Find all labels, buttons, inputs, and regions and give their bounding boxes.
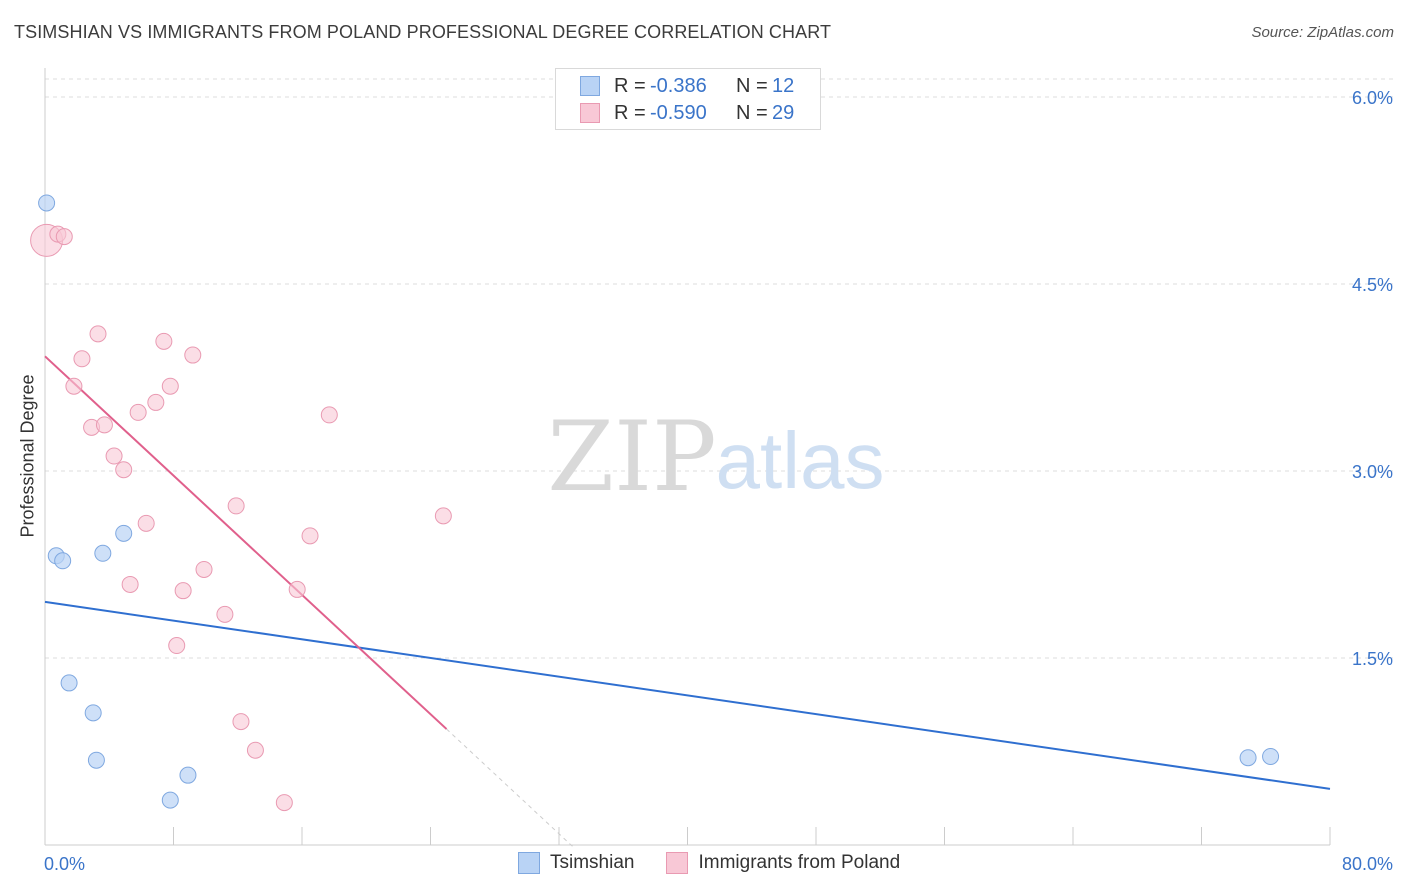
legend-swatch-pink [666, 852, 689, 874]
x-ticks [44, 827, 1331, 845]
legend-swatch-pink [580, 103, 600, 123]
point-tsimshian [1262, 747, 1280, 765]
legend-label-tsimshian: Tsimshian [550, 852, 635, 873]
point-poland [155, 332, 173, 350]
point-poland [89, 325, 107, 343]
y-tick-label: 6.0% [1352, 88, 1393, 108]
x-tick-labels: 0.0% 80.0% [44, 854, 1393, 874]
legend-n-label: N = [736, 101, 768, 124]
watermark: ZIP atlas [547, 401, 884, 513]
series-legend: Tsimshian Immigrants from Poland [518, 852, 932, 874]
y-tick-label: 4.5% [1352, 275, 1393, 295]
trend-lines [44, 355, 1331, 850]
point-poland [227, 497, 245, 515]
legend-n-value: 29 [772, 101, 795, 124]
point-tsimshian [38, 194, 56, 212]
x-tick-label: 0.0% [44, 854, 85, 874]
data-points [30, 194, 1280, 812]
legend-item-poland[interactable]: Immigrants from Poland [666, 852, 900, 874]
trend-extension-poland [446, 728, 576, 850]
legend-swatch-blue [580, 76, 600, 96]
watermark-zip: ZIP [547, 401, 716, 513]
point-poland [121, 575, 139, 593]
point-poland [65, 377, 83, 395]
y-tick-labels: 1.5% 3.0% 4.5% 6.0% [1352, 88, 1393, 669]
legend-r-label: R = [614, 101, 646, 124]
legend-row-poland: R = -0.590 N = 29 [580, 101, 794, 125]
point-poland [168, 637, 186, 655]
legend-r-value: -0.590 [650, 101, 707, 124]
point-poland [129, 403, 147, 421]
point-poland [301, 527, 319, 545]
y-tick-label: 1.5% [1352, 649, 1393, 669]
point-poland [55, 228, 73, 246]
source-label: Source: ZipAtlas.com [1251, 24, 1394, 41]
legend-n-value: 12 [772, 74, 795, 97]
point-poland [184, 346, 202, 364]
point-poland [137, 514, 155, 532]
grid-lines [45, 78, 1395, 659]
legend-label-poland: Immigrants from Poland [698, 852, 901, 873]
point-poland [174, 582, 192, 600]
y-axis-label: Professional Degree [17, 374, 38, 538]
point-tsimshian [115, 524, 133, 542]
point-tsimshian [87, 751, 105, 769]
legend-row-tsimshian: R = -0.386 N = 12 [580, 74, 794, 98]
point-poland [434, 507, 452, 525]
trend-line-tsimshian [44, 600, 1331, 790]
point-poland [232, 713, 250, 731]
point-poland [115, 461, 133, 479]
y-tick-label: 3.0% [1352, 462, 1393, 482]
x-tick-label: 80.0% [1342, 854, 1393, 874]
point-poland [73, 350, 91, 368]
point-tsimshian [60, 674, 78, 692]
legend-item-tsimshian[interactable]: Tsimshian [518, 852, 634, 874]
point-poland [105, 447, 123, 465]
point-poland [246, 741, 264, 759]
point-tsimshian [54, 552, 72, 570]
trend-line-poland [44, 355, 448, 730]
point-poland [288, 580, 306, 598]
point-tsimshian [94, 544, 112, 562]
point-tsimshian [179, 766, 197, 784]
point-poland [95, 416, 113, 434]
legend-swatch-blue [518, 852, 540, 874]
stats-legend: R = -0.386 N = 12 R = -0.590 N = 29 [555, 68, 821, 130]
legend-r-value: -0.386 [650, 74, 707, 97]
point-poland [147, 393, 165, 411]
watermark-atlas: atlas [716, 416, 885, 505]
point-tsimshian [161, 791, 179, 809]
point-poland [161, 377, 179, 395]
point-poland [275, 794, 293, 812]
point-poland [216, 605, 234, 623]
point-tsimshian [1239, 749, 1257, 767]
point-poland [320, 406, 338, 424]
point-poland [195, 560, 213, 578]
legend-r-label: R = [614, 74, 646, 97]
chart-title: TSIMSHIAN VS IMMIGRANTS FROM POLAND PROF… [14, 22, 832, 42]
legend-n-label: N = [736, 74, 768, 97]
point-tsimshian [84, 704, 102, 722]
